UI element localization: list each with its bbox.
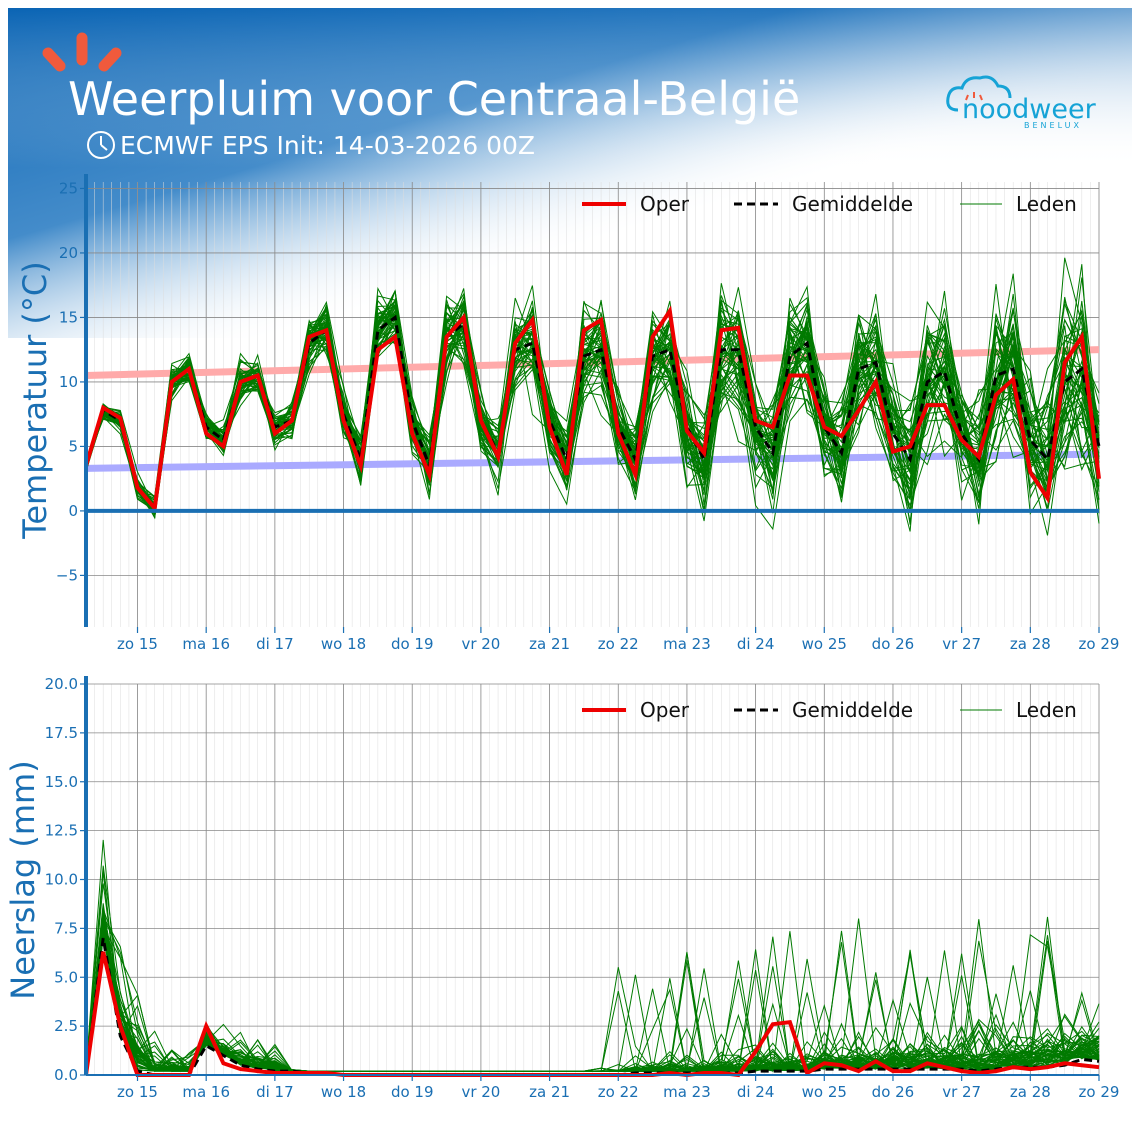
member-line [85, 297, 1100, 508]
x-tick-label: ma 23 [663, 1083, 711, 1101]
temperature-xticks: zo 15 ma 16 di 17 wo 18 do 19 vr 20 za 21 zo 22… [117, 627, 1119, 653]
x-tick-label: vr 27 [942, 1083, 981, 1101]
member-line [85, 934, 1100, 1073]
x-tick-label: za 21 [529, 635, 570, 653]
x-tick-label: vr 27 [942, 635, 981, 653]
y-tick-label: 25 [59, 179, 78, 197]
x-tick-label: wo 25 [802, 635, 847, 653]
x-tick-label: vr 20 [461, 1083, 500, 1101]
y-tick-label: 10.0 [45, 871, 78, 889]
cloud-icon [946, 75, 1012, 112]
legend-oper-label: Oper [640, 192, 690, 216]
member-line [85, 290, 1100, 517]
precipitation-chart: 0.0 2.5 5.0 7.5 10.0 12.5 15.0 17.5 20.0 zo 15 ma… [4, 675, 1119, 1101]
member-line [85, 290, 1100, 511]
y-tick-label: 20.0 [45, 675, 78, 693]
legend-members-label: Leden [1016, 698, 1077, 722]
legend-mean-label: Gemiddelde [792, 698, 913, 722]
header-gradient-top [8, 8, 1132, 168]
precipitation-axes [84, 676, 1099, 1076]
y-tick-label: 7.5 [54, 919, 78, 937]
temperature-legend: Oper Gemiddelde Leden [582, 192, 1077, 216]
x-tick-label: do 19 [391, 635, 434, 653]
x-tick-label: zo 15 [117, 635, 158, 653]
x-tick-label: do 26 [872, 635, 915, 653]
y-tick-label: 15 [59, 308, 78, 326]
y-tick-label: 15.0 [45, 773, 78, 791]
legend-mean-label: Gemiddelde [792, 192, 913, 216]
y-tick-label: 20 [59, 244, 78, 262]
member-line [85, 312, 1100, 508]
temperature-ylabel: Temperatuur (°C) [16, 261, 54, 539]
x-tick-label: wo 18 [321, 635, 366, 653]
temperature-series [84, 305, 1101, 514]
member-line [85, 257, 1100, 511]
mean-line [84, 314, 1101, 511]
x-tick-label: di 17 [256, 635, 294, 653]
x-tick-label: wo 18 [321, 1083, 366, 1101]
x-tick-label: vr 20 [461, 635, 500, 653]
chart-subtitle: ECMWF EPS Init: 14-03-2026 00Z [120, 131, 535, 160]
y-tick-label: 2.5 [54, 1017, 78, 1035]
x-tick-label: za 28 [1010, 635, 1051, 653]
x-tick-label: zo 29 [1079, 635, 1120, 653]
temperature-chart: −5 0 5 10 15 20 25 zo 15 ma 16 di 17 wo 18 do 19 vr… [16, 174, 1119, 653]
precipitation-yticks: 0.0 2.5 5.0 7.5 10.0 12.5 15.0 17.5 20.0 [45, 675, 86, 1084]
temperature-yticks: −5 0 5 10 15 20 25 [56, 179, 86, 584]
precipitation-members [85, 839, 1100, 1073]
y-tick-label: 0.0 [54, 1066, 78, 1084]
x-tick-label: za 28 [1010, 1083, 1051, 1101]
x-tick-label: ma 16 [182, 1083, 230, 1101]
oper-line [84, 305, 1101, 514]
brand-name: noodweer [962, 94, 1097, 125]
member-line [85, 308, 1100, 524]
legend-members-label: Leden [1016, 192, 1077, 216]
x-tick-label: do 26 [872, 1083, 915, 1101]
y-tick-label: 0 [68, 502, 78, 520]
x-tick-label: ma 16 [182, 635, 230, 653]
x-tick-label: zo 15 [117, 1083, 158, 1101]
member-line [85, 286, 1100, 514]
x-tick-label: di 24 [737, 635, 775, 653]
y-tick-label: 10 [59, 373, 78, 391]
clock-icon [87, 131, 115, 159]
y-tick-label: 5.0 [54, 968, 78, 986]
member-line [85, 299, 1100, 520]
x-tick-label: wo 25 [802, 1083, 847, 1101]
y-tick-label: 12.5 [45, 822, 78, 840]
precipitation-grid [85, 683, 1100, 1076]
x-tick-label: za 21 [529, 1083, 570, 1101]
x-tick-label: zo 22 [598, 1083, 639, 1101]
x-tick-label: di 24 [737, 1083, 775, 1101]
x-tick-label: di 17 [256, 1083, 294, 1101]
x-tick-label: do 19 [391, 1083, 434, 1101]
brand-subname: BENELUX [1024, 121, 1082, 130]
x-tick-label: zo 29 [1079, 1083, 1120, 1101]
member-line [85, 928, 1100, 1072]
legend-oper-label: Oper [640, 698, 690, 722]
precipitation-legend: Oper Gemiddelde Leden [582, 698, 1077, 722]
sun-rays-icon [42, 32, 122, 72]
brand-logo: noodweer BENELUX [946, 75, 1097, 130]
chart-title: Weerpluim voor Centraal-België [68, 72, 800, 126]
precipitation-ylabel: Neerslag (mm) [4, 760, 42, 999]
precipitation-xticks: zo 15 ma 16 di 17 wo 18 do 19 vr 20 za 21 zo 22… [117, 1075, 1119, 1101]
temperature-axes [84, 174, 1099, 627]
member-line [85, 295, 1100, 513]
y-tick-label: −5 [56, 566, 78, 584]
y-tick-label: 17.5 [45, 724, 78, 742]
x-tick-label: zo 22 [598, 635, 639, 653]
x-tick-label: ma 23 [663, 635, 711, 653]
member-line [85, 304, 1100, 520]
y-tick-label: 5 [68, 437, 78, 455]
